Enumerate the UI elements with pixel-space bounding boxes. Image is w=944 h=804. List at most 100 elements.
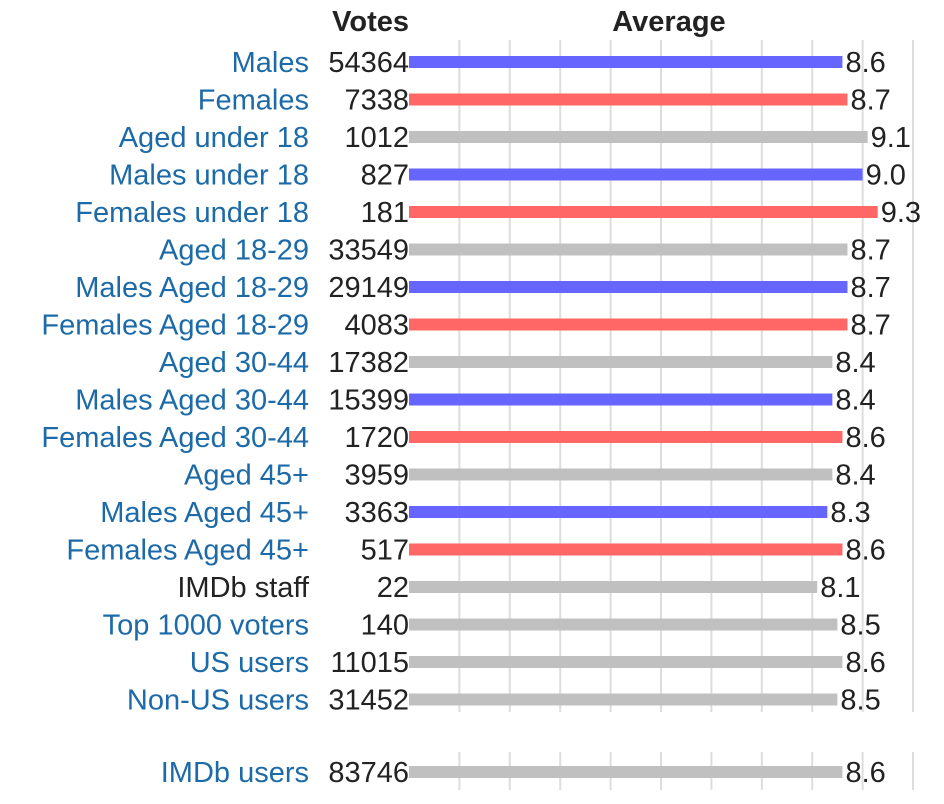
average-value: 8.7 <box>850 272 890 304</box>
chart-row: Males Aged 45+ 3363 8.3 <box>100 497 870 529</box>
row-label[interactable]: Top 1000 voters <box>103 610 309 642</box>
votes-count: 827 <box>361 160 409 192</box>
chart-row: Females Aged 18-29 4083 8.7 <box>41 310 890 342</box>
average-value: 8.4 <box>835 347 875 379</box>
votes-count: 15399 <box>328 385 409 417</box>
rating-bar <box>409 356 833 368</box>
rating-bar <box>409 656 843 668</box>
chart-row: Non-US users 31452 8.5 <box>127 685 881 717</box>
rating-bar <box>409 281 848 293</box>
chart-row: Females Aged 45+ 517 8.6 <box>66 535 885 567</box>
rating-bar <box>409 543 843 556</box>
row-label[interactable]: Males Aged 45+ <box>100 497 309 529</box>
row-label[interactable]: Females Aged 18-29 <box>41 310 309 342</box>
votes-count: 1720 <box>344 422 409 454</box>
chart-row: Females 7338 8.7 <box>198 85 891 117</box>
chart-row: Aged 18-29 33549 8.7 <box>159 235 891 267</box>
row-label[interactable]: Males Aged 30-44 <box>75 385 309 417</box>
row-label[interactable]: Aged 45+ <box>184 460 309 492</box>
votes-count: 33549 <box>328 235 409 267</box>
rating-bar <box>409 318 848 331</box>
average-value: 8.7 <box>850 310 890 342</box>
votes-count: 22 <box>377 572 409 604</box>
average-header: Average <box>612 6 725 38</box>
row-label[interactable]: Non-US users <box>127 685 309 717</box>
votes-count: 31452 <box>328 685 409 717</box>
votes-count: 3363 <box>344 497 409 529</box>
rating-bar <box>409 93 848 106</box>
row-label[interactable]: Females Aged 30-44 <box>41 422 309 454</box>
rating-bar <box>409 506 828 518</box>
row-label[interactable]: IMDb users <box>161 757 309 789</box>
chart-rows: Males 54364 8.6 Females 7338 8.7 Aged under 18… <box>41 47 921 789</box>
votes-count: 54364 <box>328 47 409 79</box>
average-value: 8.6 <box>845 757 885 789</box>
rating-bar <box>409 168 863 181</box>
votes-count: 140 <box>361 610 409 642</box>
average-value: 8.4 <box>835 460 875 492</box>
votes-count: 181 <box>361 197 409 229</box>
average-value: 8.6 <box>845 47 885 79</box>
rating-bar <box>409 56 843 68</box>
average-value: 8.5 <box>840 610 880 642</box>
row-label[interactable]: Aged 18-29 <box>159 235 309 267</box>
chart-row: Aged 45+ 3959 8.4 <box>184 460 876 492</box>
row-label[interactable]: Aged 30-44 <box>159 347 309 379</box>
chart-row: Males Aged 18-29 29149 8.7 <box>75 272 891 304</box>
row-label[interactable]: Females <box>198 85 309 117</box>
row-label[interactable]: Females under 18 <box>75 197 309 229</box>
chart-row: Top 1000 voters 140 8.5 <box>103 610 881 642</box>
rating-bar <box>409 206 878 218</box>
votes-header: Votes <box>332 6 409 38</box>
chart-row: Females under 18 181 9.3 <box>75 197 921 229</box>
row-label[interactable]: Males Aged 18-29 <box>75 272 309 304</box>
votes-count: 1012 <box>344 122 409 154</box>
rating-bar <box>409 131 868 143</box>
chart-row: Aged under 18 1012 9.1 <box>119 122 911 154</box>
rating-bar <box>409 468 833 481</box>
rating-bar <box>409 618 838 631</box>
chart-row: Aged 30-44 17382 8.4 <box>159 347 876 379</box>
row-label[interactable]: US users <box>190 647 309 679</box>
chart-row: IMDb staff 22 8.1 <box>177 572 860 604</box>
average-value: 9.0 <box>866 160 906 192</box>
average-value: 8.6 <box>845 647 885 679</box>
votes-count: 17382 <box>328 347 409 379</box>
rating-bar <box>409 581 818 593</box>
votes-count: 83746 <box>328 757 409 789</box>
votes-count: 29149 <box>328 272 409 304</box>
votes-count: 3959 <box>344 460 409 492</box>
votes-count: 517 <box>361 535 409 567</box>
average-value: 8.7 <box>850 235 890 267</box>
rating-bar <box>409 766 843 778</box>
average-value: 8.1 <box>820 572 860 604</box>
row-label[interactable]: Males under 18 <box>109 160 309 192</box>
row-label[interactable]: Males <box>232 47 309 79</box>
rating-bar <box>409 243 848 256</box>
average-value: 9.1 <box>871 122 911 154</box>
average-value: 8.4 <box>835 385 875 417</box>
chart-row: US users 11015 8.6 <box>190 647 886 679</box>
votes-count: 11015 <box>331 647 410 679</box>
row-label[interactable]: Aged under 18 <box>119 122 309 154</box>
rating-bar <box>409 431 843 443</box>
chart-row: Males Aged 30-44 15399 8.4 <box>75 385 875 417</box>
average-value: 8.6 <box>845 422 885 454</box>
chart-row: Males under 18 827 9.0 <box>109 160 906 192</box>
average-value: 8.6 <box>845 535 885 567</box>
rating-bar <box>409 693 838 706</box>
chart-row: IMDb users 83746 8.6 <box>161 757 886 789</box>
votes-count: 7338 <box>344 85 409 117</box>
average-value: 9.3 <box>881 197 921 229</box>
average-value: 8.7 <box>850 85 890 117</box>
row-label: IMDb staff <box>177 572 310 604</box>
row-label[interactable]: Females Aged 45+ <box>66 535 309 567</box>
rating-bar <box>409 393 833 406</box>
chart-row: Males 54364 8.6 <box>232 47 886 79</box>
votes-count: 4083 <box>344 310 409 342</box>
chart-row: Females Aged 30-44 1720 8.6 <box>41 422 885 454</box>
average-value: 8.5 <box>840 685 880 717</box>
average-value: 8.3 <box>830 497 870 529</box>
gridlines <box>458 40 914 790</box>
